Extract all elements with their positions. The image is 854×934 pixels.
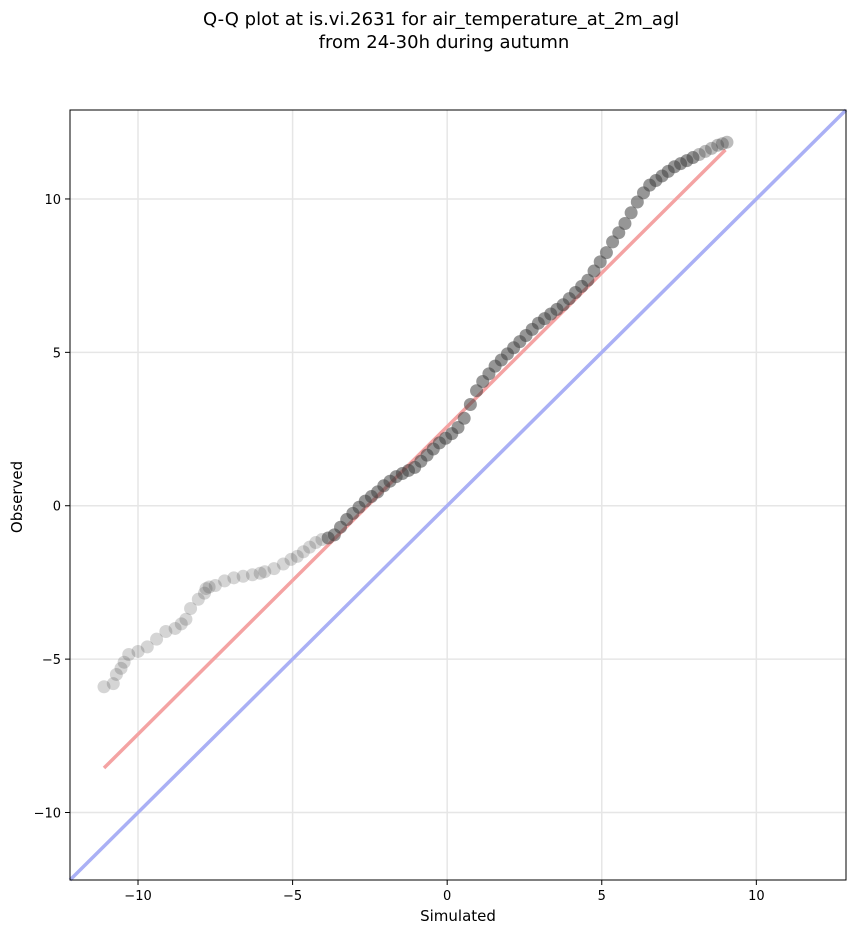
- chart-title-line-1: Q-Q plot at is.vi.2631 for air_temperatu…: [203, 9, 679, 30]
- data-point: [191, 592, 205, 606]
- data-point: [276, 557, 290, 571]
- x-tick-label: −5: [283, 889, 302, 904]
- data-point: [131, 644, 145, 658]
- data-point: [106, 677, 120, 691]
- data-point: [267, 562, 281, 576]
- y-tick-label: 0: [53, 500, 61, 515]
- y-axis-label: Observed: [8, 461, 26, 533]
- data-point: [290, 549, 304, 563]
- data-point: [606, 235, 620, 249]
- data-point: [150, 632, 164, 646]
- data-point: [612, 226, 626, 240]
- data-point: [114, 661, 128, 675]
- data-point: [692, 147, 706, 161]
- chart-title-line-2: from 24-30h during autumn: [319, 32, 570, 53]
- data-point: [303, 540, 317, 554]
- data-point: [208, 578, 222, 592]
- fit-line-layer: [102, 148, 727, 770]
- data-point: [159, 625, 173, 639]
- data-point: [463, 398, 477, 412]
- data-point: [168, 621, 182, 635]
- points-layer: [97, 135, 734, 694]
- data-point: [253, 566, 267, 580]
- y-tick-label: −10: [34, 807, 61, 822]
- data-point: [109, 667, 123, 681]
- identity-line-layer: [68, 108, 848, 882]
- data-point: [296, 545, 310, 559]
- data-point: [117, 655, 131, 669]
- data-point: [258, 565, 272, 579]
- data-point: [122, 648, 136, 662]
- ticks-layer: −10 −5 0 5 10 −10 −5 0 5 10: [34, 193, 765, 904]
- data-point: [587, 264, 601, 278]
- data-point: [218, 574, 232, 588]
- data-point: [698, 144, 712, 158]
- x-tick-label: 10: [748, 889, 765, 904]
- data-point: [705, 141, 719, 155]
- data-point: [202, 580, 216, 594]
- x-tick-label: 0: [443, 889, 451, 904]
- data-point: [174, 617, 188, 631]
- y-tick-label: 10: [44, 193, 61, 208]
- data-point: [97, 680, 111, 694]
- data-point: [599, 246, 613, 260]
- data-point: [624, 206, 638, 220]
- data-point: [236, 569, 250, 583]
- data-point: [711, 138, 725, 152]
- data-point: [197, 586, 211, 600]
- x-axis-label: Simulated: [420, 907, 496, 925]
- data-point: [715, 137, 729, 151]
- fit-line: [102, 148, 727, 770]
- x-tick-label: −10: [124, 889, 151, 904]
- data-point: [140, 640, 154, 654]
- data-point: [686, 151, 700, 165]
- data-point: [630, 195, 644, 209]
- data-point: [470, 384, 484, 398]
- identity-line: [68, 108, 848, 882]
- data-point: [227, 571, 241, 585]
- data-point: [581, 273, 595, 287]
- data-point: [457, 411, 471, 425]
- data-point: [199, 582, 213, 596]
- grid-layer: [70, 110, 846, 880]
- data-point: [184, 602, 198, 616]
- x-tick-label: 5: [598, 889, 606, 904]
- data-point: [451, 421, 465, 435]
- data-point: [284, 552, 298, 566]
- data-point: [720, 135, 734, 149]
- chart-title: Q-Q plot at is.vi.2631 for air_temperatu…: [203, 9, 685, 53]
- data-point: [593, 255, 607, 269]
- y-tick-label: −5: [42, 653, 61, 668]
- plot-frame: [69, 109, 847, 881]
- data-point: [245, 568, 259, 582]
- y-tick-label: 5: [53, 346, 61, 361]
- data-point: [618, 217, 632, 231]
- data-point: [179, 612, 193, 626]
- data-point: [309, 536, 323, 550]
